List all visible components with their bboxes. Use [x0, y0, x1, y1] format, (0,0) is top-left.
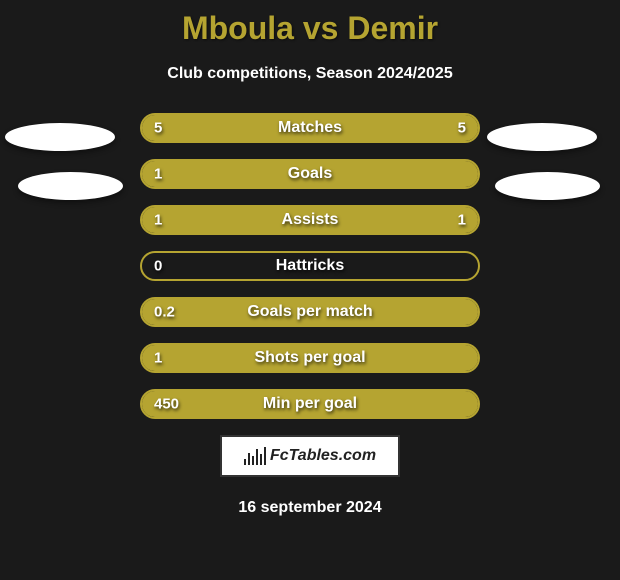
comparison-subtitle: Club competitions, Season 2024/2025: [0, 65, 620, 83]
stat-row: 1Shots per goal: [140, 343, 480, 373]
stat-label: Min per goal: [142, 395, 478, 413]
stat-label: Goals per match: [142, 303, 478, 321]
decorative-ellipse: [487, 123, 597, 151]
comparison-date: 16 september 2024: [0, 499, 620, 517]
decorative-ellipse: [18, 172, 123, 200]
stat-row: 0.2Goals per match: [140, 297, 480, 327]
stat-value-right: 5: [458, 120, 466, 137]
fctables-logo: FcTables.com: [220, 435, 400, 477]
stat-row: 1Goals: [140, 159, 480, 189]
stat-row: 5Matches5: [140, 113, 480, 143]
stat-row: 0Hattricks: [140, 251, 480, 281]
stat-label: Assists: [142, 211, 478, 229]
stat-label: Matches: [142, 119, 478, 137]
stat-row: 1Assists1: [140, 205, 480, 235]
logo-text: FcTables.com: [270, 447, 376, 465]
stat-label: Goals: [142, 165, 478, 183]
stats-container: 5Matches51Goals1Assists10Hattricks0.2Goa…: [0, 113, 620, 419]
stat-row: 450Min per goal: [140, 389, 480, 419]
stat-label: Shots per goal: [142, 349, 478, 367]
bar-chart-icon: [244, 447, 266, 465]
decorative-ellipse: [495, 172, 600, 200]
comparison-title: Mboula vs Demir: [0, 0, 620, 47]
decorative-ellipse: [5, 123, 115, 151]
stat-value-right: 1: [458, 212, 466, 229]
stat-label: Hattricks: [142, 257, 478, 275]
